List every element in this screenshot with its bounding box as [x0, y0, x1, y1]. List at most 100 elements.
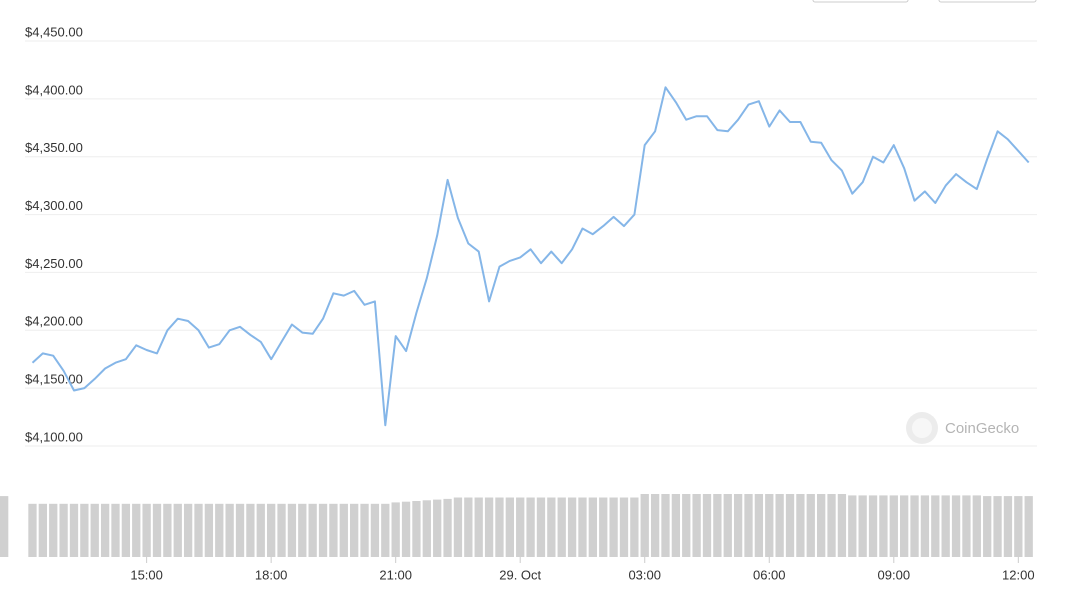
volume-bar	[609, 497, 618, 557]
volume-bar	[111, 503, 120, 557]
volume-bar	[702, 494, 712, 557]
volume-bar	[993, 496, 1002, 557]
volume-bar	[422, 500, 431, 557]
volume-bar	[142, 503, 151, 557]
volume-bar	[972, 495, 981, 557]
volume-bar	[339, 503, 348, 557]
volume-bar	[868, 495, 878, 557]
volume-bar	[318, 503, 328, 557]
volume-bar	[785, 494, 795, 557]
volume-bar	[433, 499, 442, 557]
volume-bar	[837, 494, 847, 557]
volume-bar	[90, 503, 99, 557]
volume-bar	[132, 503, 141, 557]
volume-bar	[401, 501, 411, 557]
watermark-text: CoinGecko	[945, 420, 1019, 437]
volume-bar	[49, 503, 58, 557]
x-tick-label: 29. Oct	[499, 567, 541, 582]
volume-bar	[464, 497, 473, 557]
volume-bar	[941, 495, 950, 557]
volume-bar	[692, 494, 701, 557]
range-button[interactable]	[812, 0, 909, 3]
volume-bar	[526, 497, 535, 557]
volume-bar	[412, 501, 421, 557]
watermark: CoinGecko	[906, 412, 1019, 444]
volume-bar	[59, 503, 68, 557]
volume-bar	[1024, 496, 1033, 557]
volume-bar	[858, 495, 867, 557]
volume-bar	[474, 497, 483, 557]
volume-bar	[215, 503, 224, 557]
y-tick-label: $4,400.00	[25, 82, 83, 97]
volume-bar	[723, 494, 732, 557]
x-tick-label: 18:00	[255, 567, 288, 582]
volume-bar	[983, 496, 992, 557]
volume-bar	[80, 503, 89, 557]
volume-bar	[567, 497, 577, 557]
volume-bar	[827, 494, 836, 557]
volume-bar	[951, 495, 961, 557]
volume-bar	[661, 494, 670, 557]
x-tick-label: 09:00	[878, 567, 911, 582]
volume-bar	[796, 494, 805, 557]
volume-bar	[287, 503, 297, 557]
volume-bar	[277, 503, 286, 557]
volume-bar	[100, 503, 110, 557]
volume-bar	[630, 497, 639, 557]
volume-bar	[806, 494, 815, 557]
x-tick-label: 12:00	[1002, 567, 1035, 582]
volume-bar	[194, 503, 203, 557]
y-tick-label: $4,450.00	[25, 24, 83, 39]
volume-bar	[121, 503, 131, 557]
volume-bar	[267, 503, 276, 557]
volume-bar	[619, 497, 629, 557]
volume-bar	[443, 498, 452, 557]
volume-bar	[163, 503, 172, 557]
volume-bar	[225, 503, 234, 557]
y-tick-label: $4,150.00	[25, 372, 83, 387]
volume-bar	[350, 503, 359, 557]
volume-bar	[920, 495, 930, 557]
volume-bar	[38, 503, 47, 557]
watermark-logo	[912, 418, 932, 438]
volume-bar	[765, 494, 774, 557]
volume-bar	[754, 494, 764, 557]
volume-bar	[578, 497, 587, 557]
y-tick-label: $4,200.00	[25, 314, 83, 329]
volume-bar	[505, 497, 514, 557]
volume-bar	[484, 497, 494, 557]
volume-bar	[391, 502, 400, 557]
volume-bar	[152, 503, 162, 557]
volume-bar	[817, 494, 826, 557]
volume-bar	[1014, 496, 1023, 557]
volume-bar	[599, 497, 608, 557]
volume-bar	[962, 495, 971, 557]
x-tick-label: 06:00	[753, 567, 786, 582]
volume-bar	[183, 503, 193, 557]
price-line	[31, 86, 1030, 427]
plot: $4,100.00 $4,150.00 $4,200.00 $4,250.00 $4,3…	[0, 24, 1037, 582]
volume-bar	[744, 494, 753, 557]
volume-bar	[370, 503, 380, 557]
range-button[interactable]	[938, 0, 1037, 3]
volume-bar	[889, 495, 898, 557]
volume-bar	[733, 494, 743, 557]
y-tick-label: $4,350.00	[25, 140, 83, 155]
volume-bar	[360, 503, 369, 557]
volume-bar	[69, 503, 79, 557]
volume-bar	[235, 503, 245, 557]
x-tick-label: 21:00	[379, 567, 412, 582]
volume-bar	[28, 503, 37, 557]
volume-bar	[910, 495, 919, 557]
volume-bar	[246, 503, 255, 557]
volume-bar	[298, 503, 307, 557]
volume-bar	[557, 497, 566, 557]
volume-bar	[640, 494, 649, 557]
volume-bar	[204, 503, 214, 557]
x-tick-label: 15:00	[130, 567, 163, 582]
volume-bar	[588, 497, 597, 557]
volume-bar	[848, 495, 857, 557]
volume-bar	[329, 503, 338, 557]
